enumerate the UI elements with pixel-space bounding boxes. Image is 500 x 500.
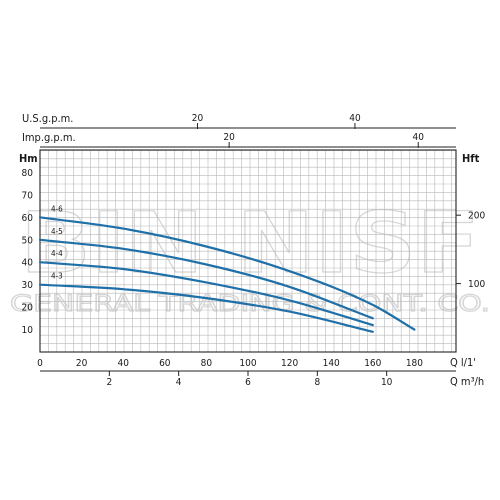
x-primary-tick-label: 40 — [117, 358, 129, 369]
x-primary-tick-label: 80 — [201, 358, 213, 369]
y-left-tick-label: 60 — [22, 213, 34, 224]
top-axis-label: U.S.g.p.m. — [22, 112, 73, 125]
y-left-axis-label: Hm — [19, 152, 38, 165]
curve-label-4-6: 4-6 — [51, 204, 63, 213]
x-primary-tick-label: 180 — [406, 358, 423, 369]
x-primary-tick-label: 0 — [37, 358, 43, 369]
y-left-tick-label: 70 — [22, 190, 34, 201]
x-primary-tick-label: 140 — [323, 358, 340, 369]
y-right-axis-label: Hft — [462, 152, 480, 165]
axes — [39, 123, 461, 376]
x-secondary-axis-label: Q m³/h — [450, 375, 484, 388]
plot-frame — [39, 149, 457, 353]
curve-label-4-5: 4-5 — [51, 227, 63, 236]
y-left-tick-label: 80 — [22, 168, 34, 179]
x-primary-tick-label: 160 — [364, 358, 381, 369]
x-secondary-tick-label: 4 — [176, 377, 182, 388]
curve-4-3 — [38, 283, 374, 333]
curve-label-4-3: 4-3 — [51, 272, 63, 281]
top-axis-tick-label: 20 — [192, 113, 204, 124]
curve-4-5 — [38, 238, 374, 320]
top-axis-tick-label: 40 — [349, 113, 361, 124]
curves — [38, 216, 416, 333]
top-axis-tick-label: 20 — [223, 132, 235, 143]
y-left-tick-label: 50 — [22, 235, 34, 246]
x-primary-tick-label: 60 — [159, 358, 171, 369]
y-left-tick-label: 30 — [22, 280, 34, 291]
x-primary-axis-label: Q l/1' — [450, 356, 476, 369]
y-left-tick-label: 10 — [22, 325, 34, 336]
y-right-tick-label: 100 — [468, 279, 485, 290]
x-secondary-tick-label: 10 — [381, 377, 393, 388]
x-secondary-tick-label: 8 — [314, 377, 320, 388]
y-right-tick-label: 200 — [468, 211, 485, 222]
y-left-tick-label: 20 — [22, 303, 34, 314]
curve-4-4 — [38, 261, 374, 327]
x-secondary-tick-label: 2 — [106, 377, 112, 388]
top-axis-tick-label: 40 — [413, 132, 425, 143]
curve-label-4-4: 4-4 — [51, 249, 63, 258]
x-primary-tick-label: 100 — [239, 358, 256, 369]
y-left-tick-label: 40 — [22, 258, 34, 269]
top-axis-label: Imp.g.p.m. — [22, 131, 76, 144]
curve-4-6 — [38, 216, 416, 331]
x-primary-tick-label: 120 — [281, 358, 298, 369]
x-primary-tick-label: 20 — [76, 358, 88, 369]
grid — [39, 150, 456, 353]
x-secondary-tick-label: 6 — [245, 377, 251, 388]
